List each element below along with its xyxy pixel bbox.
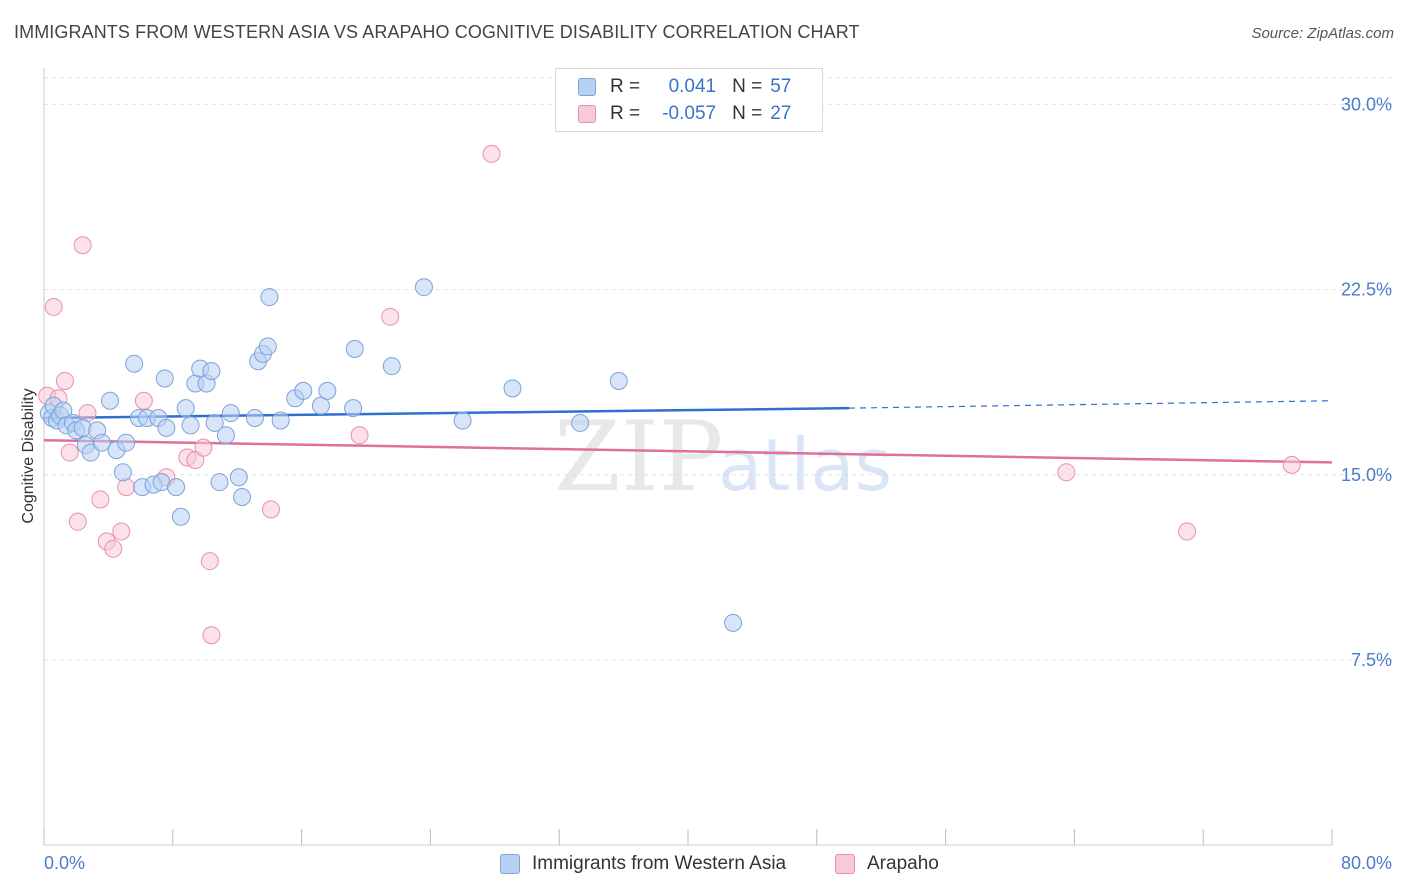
western-asia-point (210, 473, 229, 492)
arapaho-point (1282, 455, 1301, 474)
arapaho-point (68, 512, 87, 531)
x-tick-labels: 0.0% 80.0% (44, 853, 1392, 873)
western-asia-point (171, 507, 190, 526)
axes (43, 68, 1333, 846)
arapaho-point (91, 490, 110, 509)
arapaho-point (194, 438, 213, 457)
western-asia-point (382, 357, 401, 376)
western-asia-point (176, 399, 195, 418)
arapaho-point (482, 144, 501, 163)
grid-lines (44, 77, 1392, 661)
western-asia-point (503, 379, 522, 398)
legend-swatch-blue (500, 854, 520, 874)
western-asia-point (609, 371, 628, 390)
legend-r-value: 0.041 (668, 76, 717, 97)
x-tick-label-min: 0.0% (44, 853, 85, 873)
western-asia-point (205, 413, 224, 432)
western-asia-point (724, 613, 743, 632)
western-asia-point (344, 399, 363, 418)
western-asia-point (414, 278, 433, 297)
western-asia-point (101, 391, 120, 410)
arapaho-point (1178, 522, 1197, 541)
watermark-atlas: atlas (718, 423, 892, 507)
legend-item-western-asia: Immigrants from Western Asia (500, 851, 786, 877)
trend-lines (43, 400, 1333, 464)
legend-n-value: 57 (770, 76, 792, 97)
western-asia-point (233, 487, 252, 506)
western-asia-point (271, 411, 290, 430)
arapaho-point (1057, 463, 1076, 482)
arapaho-point (104, 539, 123, 558)
y-tick-labels: 7.5% 15.0% 22.5% 30.0% (1341, 95, 1392, 670)
western-asia-point (113, 463, 132, 482)
correlation-legend: R = 0.041 N = 57 R = -0.057 N = 27 (555, 68, 823, 132)
arapaho-point (55, 371, 74, 390)
western-asia-point (117, 433, 136, 452)
western-asia-point (229, 468, 248, 487)
western-asia-point (155, 369, 174, 388)
western-asia-point (181, 416, 200, 435)
arapaho-point (381, 307, 400, 326)
arapaho-point (112, 522, 131, 541)
western-asia-point (216, 426, 235, 445)
y-axis-label: Cognitive Disability (20, 388, 37, 523)
chart-title: IMMIGRANTS FROM WESTERN ASIA VS ARAPAHO … (14, 22, 860, 42)
western-asia-point (167, 478, 186, 497)
legend-n-label: N = (732, 76, 763, 97)
western-asia-point (221, 404, 240, 423)
western-asia-point (92, 433, 111, 452)
western-asia-point (260, 288, 279, 307)
legend-swatch-pink (835, 854, 855, 874)
legend-label: Immigrants from Western Asia (532, 853, 787, 874)
arapaho-point (134, 391, 153, 410)
arapaho-point (73, 236, 92, 255)
legend-label: Arapaho (867, 853, 939, 874)
western-asia-point (345, 339, 364, 358)
western-asia-point (258, 337, 277, 356)
x-tick-label-max: 80.0% (1341, 853, 1392, 873)
legend-swatch-blue (578, 78, 596, 96)
y-tick-label: 7.5% (1351, 650, 1392, 670)
western-asia-point (311, 396, 330, 415)
arapaho-point (202, 626, 221, 645)
source-credit: Source: ZipAtlas.com (1251, 25, 1394, 42)
western-asia-point (157, 418, 176, 437)
arapaho-point (44, 297, 63, 316)
arapaho-trend-line (43, 438, 1333, 464)
western-asia-point (294, 381, 313, 400)
western-asia-point (571, 413, 590, 432)
western-asia-point (245, 409, 264, 428)
legend-swatch-pink (578, 105, 596, 123)
arapaho-point (117, 478, 136, 497)
watermark: ZIP atlas (554, 401, 892, 513)
western-asia-points (39, 278, 743, 632)
western-asia-trend-line (43, 406, 850, 420)
western-asia-point (202, 362, 221, 381)
western-asia-point (318, 381, 337, 400)
y-tick-label: 15.0% (1341, 465, 1392, 485)
arapaho-point (262, 500, 281, 519)
legend-row-arapaho: R = -0.057 N = 27 (578, 102, 791, 126)
legend-r-value: -0.057 (662, 103, 717, 124)
legend-item-arapaho: Arapaho (835, 851, 939, 877)
y-tick-label: 30.0% (1341, 95, 1392, 115)
legend-row-western-asia: R = 0.041 N = 57 (578, 75, 791, 99)
western-asia-point (125, 354, 144, 373)
legend-r-label: R = (610, 103, 641, 124)
legend-n-value: 27 (770, 103, 792, 124)
western-asia-trend-extension (848, 400, 1333, 409)
western-asia-point (453, 411, 472, 430)
legend-r-label: R = (610, 76, 641, 97)
arapaho-point (200, 552, 219, 571)
arapaho-points (38, 144, 1301, 645)
y-tick-label: 22.5% (1341, 280, 1392, 300)
legend-n-label: N = (732, 103, 763, 124)
arapaho-point (350, 426, 369, 445)
arapaho-point (60, 443, 79, 462)
